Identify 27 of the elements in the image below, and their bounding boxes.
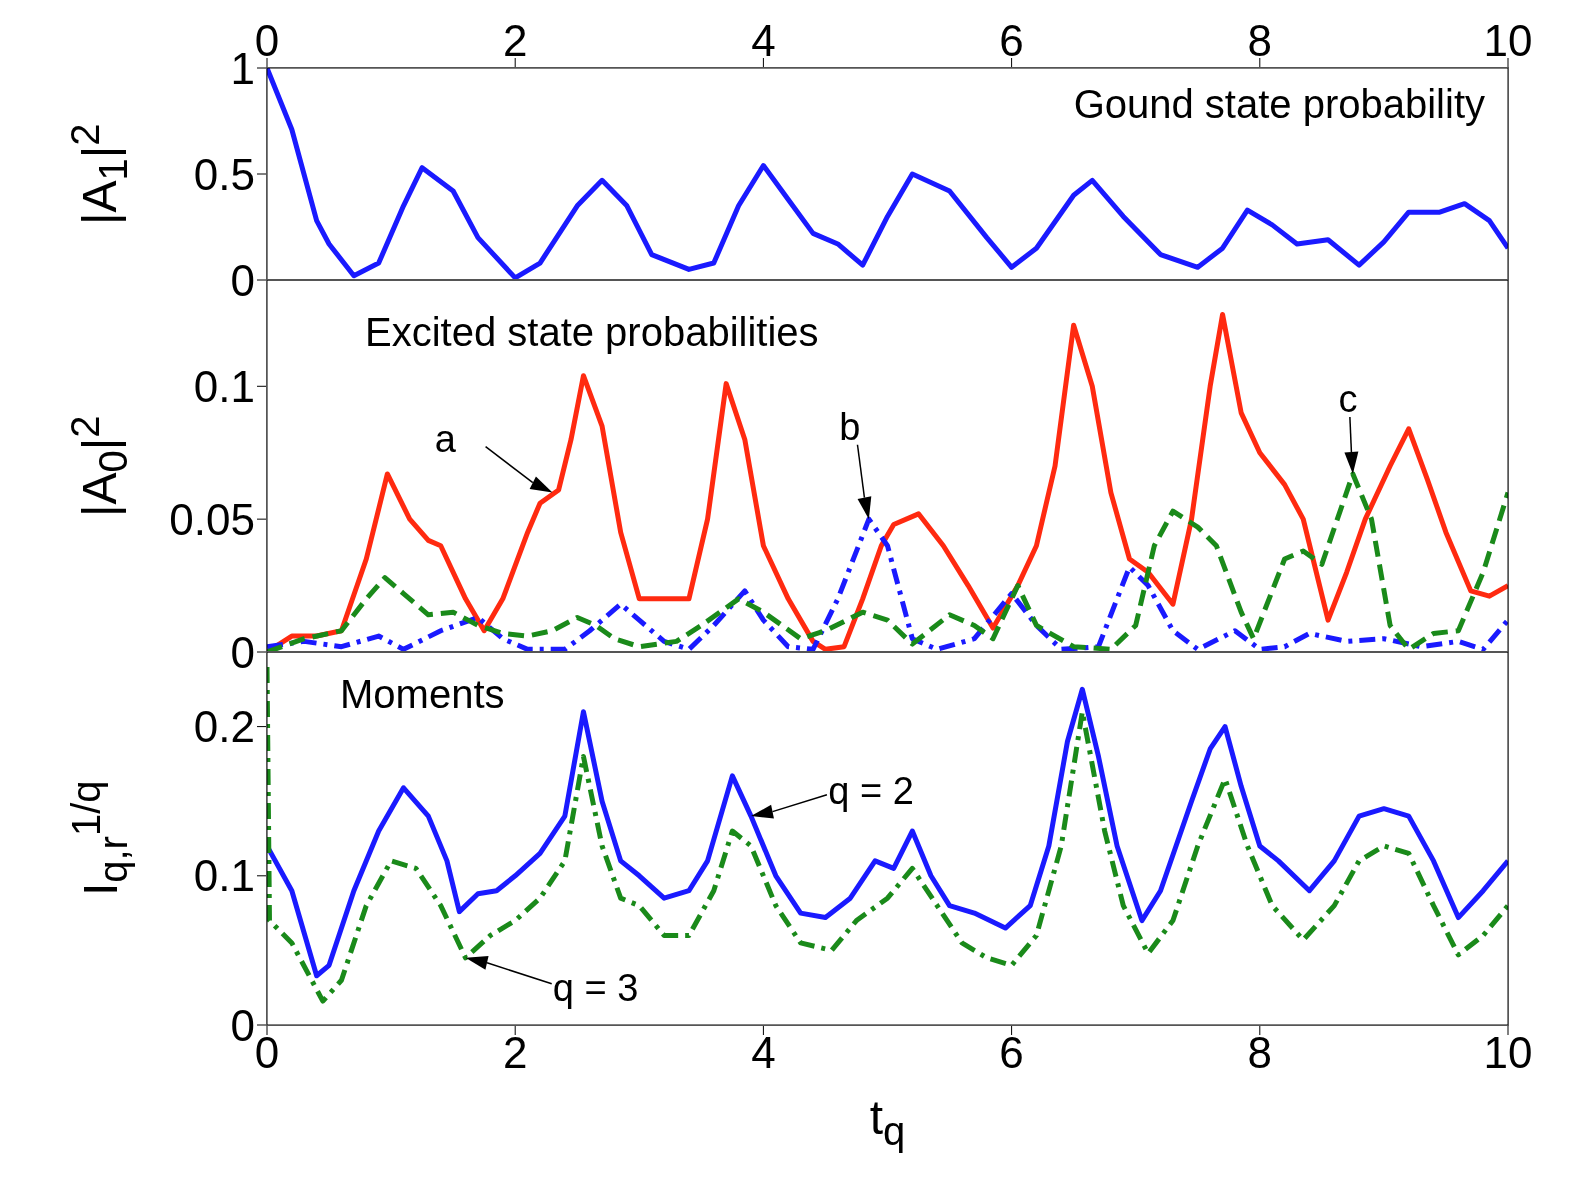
x-tick-label: 4 (751, 1028, 776, 1078)
x-tick-label: 10 (1483, 16, 1533, 65)
y-tick-label: 0.1 (193, 361, 255, 411)
x-axis-title: t$_{q}$ (868, 1090, 907, 1154)
x-tick-label: 8 (1247, 16, 1273, 65)
y-tick-label: 0.2 (193, 702, 255, 752)
annotation: c (1338, 377, 1358, 420)
text: Moments (340, 672, 505, 717)
y-tick-label: 0.5 (193, 149, 255, 199)
annotation: q = 2 (828, 770, 914, 813)
x-tick-label: 8 (1247, 1028, 1273, 1078)
x-tick-label: 6 (999, 16, 1024, 65)
x-tick-label: 2 (502, 16, 528, 65)
text: Excited state probabilities (365, 310, 819, 355)
y-tick-label: 0 (230, 627, 255, 677)
x-tick-label: 10 (1483, 1028, 1533, 1078)
chart-title: Gound state probability (1073, 82, 1485, 127)
y-tick-label: 0.05 (169, 494, 255, 544)
annotation: b (839, 406, 861, 449)
annotation: a (434, 417, 457, 460)
x-tick-label: 4 (751, 16, 776, 65)
y-tick-label: 1 (230, 43, 255, 93)
x-tick-label: 2 (502, 1028, 528, 1078)
x-tick-label: 6 (999, 1028, 1024, 1078)
y-tick-label: 0.1 (193, 851, 255, 901)
annotation: q = 3 (552, 966, 639, 1009)
y-tick-label: 0 (230, 255, 255, 305)
